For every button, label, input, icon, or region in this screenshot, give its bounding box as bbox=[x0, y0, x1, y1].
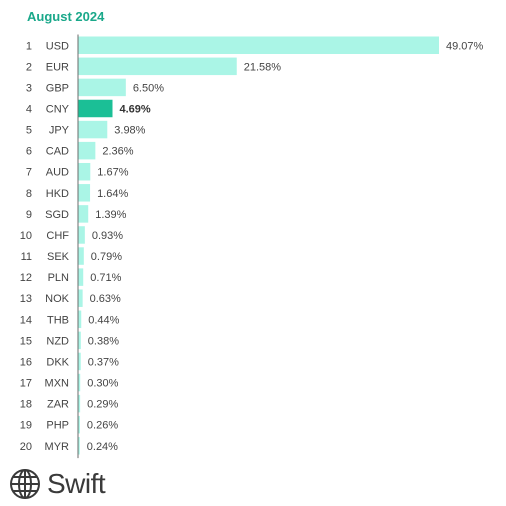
rank-label: 12 bbox=[20, 272, 32, 284]
logo-text: Swift bbox=[47, 468, 106, 499]
currency-label: AUD bbox=[46, 167, 69, 179]
currency-label: NZD bbox=[46, 335, 69, 347]
bar-pln bbox=[78, 268, 84, 286]
value-label: 0.63% bbox=[90, 293, 121, 305]
currency-label: GBP bbox=[46, 82, 69, 94]
bar-usd bbox=[78, 36, 439, 54]
bar-jpy bbox=[78, 120, 108, 139]
bar-cad bbox=[78, 141, 96, 160]
rank-label: 1 bbox=[26, 40, 32, 52]
value-label: 0.26% bbox=[87, 420, 118, 432]
bar-mxn bbox=[78, 373, 81, 392]
value-label: 0.93% bbox=[92, 230, 123, 242]
value-label: 49.07% bbox=[446, 40, 484, 52]
rank-label: 3 bbox=[26, 82, 32, 94]
currency-label: EUR bbox=[46, 61, 69, 73]
rank-label: 9 bbox=[26, 209, 32, 221]
bar-zar bbox=[78, 394, 81, 413]
value-label: 3.98% bbox=[114, 125, 145, 137]
value-label: 2.36% bbox=[102, 146, 133, 158]
rank-label: 20 bbox=[20, 441, 32, 453]
rank-label: 10 bbox=[20, 230, 32, 242]
rank-label: 18 bbox=[20, 399, 32, 411]
rank-label: 15 bbox=[20, 335, 32, 347]
bar-cny bbox=[78, 99, 113, 118]
bar-hkd bbox=[78, 184, 91, 202]
rank-label: 5 bbox=[26, 125, 32, 137]
bar-gbp bbox=[78, 78, 126, 97]
value-label: 21.58% bbox=[244, 61, 282, 73]
rank-label: 7 bbox=[26, 167, 32, 179]
rank-label: 16 bbox=[20, 356, 32, 368]
value-label: 0.37% bbox=[88, 356, 119, 368]
bar-aud bbox=[78, 162, 91, 181]
currency-label: SGD bbox=[45, 209, 69, 221]
value-label: 1.67% bbox=[97, 167, 128, 179]
currency-label: PHP bbox=[46, 420, 69, 432]
currency-label: ZAR bbox=[47, 399, 69, 411]
rank-label: 14 bbox=[20, 314, 32, 326]
rank-label: 13 bbox=[20, 293, 32, 305]
chart-title: August 2024 bbox=[27, 9, 105, 24]
currency-label: HKD bbox=[46, 188, 69, 200]
bar-nok bbox=[78, 289, 83, 307]
bar-dkk bbox=[78, 352, 81, 371]
bar-eur bbox=[78, 57, 237, 76]
value-label: 0.38% bbox=[88, 335, 119, 347]
currency-label: MYR bbox=[45, 441, 70, 453]
rank-label: 4 bbox=[26, 103, 32, 115]
rank-label: 19 bbox=[20, 420, 32, 432]
value-label: 1.39% bbox=[95, 209, 126, 221]
currency-label: NOK bbox=[45, 293, 70, 305]
bar-myr bbox=[78, 437, 80, 455]
currency-label: THB bbox=[47, 314, 69, 326]
value-label: 1.64% bbox=[97, 188, 128, 200]
bar-sgd bbox=[78, 205, 89, 223]
rank-label: 8 bbox=[26, 188, 32, 200]
currency-label: CNY bbox=[46, 103, 70, 115]
currency-label: USD bbox=[46, 40, 69, 52]
globe-icon bbox=[10, 469, 40, 499]
rank-label: 11 bbox=[21, 251, 32, 263]
value-label: 0.44% bbox=[88, 314, 119, 326]
value-label: 0.24% bbox=[87, 441, 118, 453]
swift-logo: Swift bbox=[9, 468, 106, 500]
currency-label: SEK bbox=[47, 251, 70, 263]
rank-label: 6 bbox=[26, 146, 32, 158]
value-label: 4.69% bbox=[120, 103, 151, 115]
bar-chf bbox=[78, 226, 85, 244]
rank-label: 2 bbox=[26, 61, 32, 73]
value-label: 0.71% bbox=[90, 272, 121, 284]
value-label: 6.50% bbox=[133, 82, 164, 94]
bar-php bbox=[78, 415, 80, 434]
currency-label: CAD bbox=[46, 146, 69, 158]
value-label: 0.29% bbox=[87, 399, 118, 411]
currency-label: MXN bbox=[45, 378, 70, 390]
bar-thb bbox=[78, 310, 82, 329]
currency-label: JPY bbox=[49, 125, 70, 137]
bar-sek bbox=[78, 247, 84, 265]
currency-label: PLN bbox=[48, 272, 69, 284]
bar-nzd bbox=[78, 331, 81, 350]
currency-label: CHF bbox=[46, 230, 69, 242]
value-label: 0.30% bbox=[87, 378, 118, 390]
rank-label: 17 bbox=[20, 378, 32, 390]
currency-label: DKK bbox=[46, 356, 69, 368]
value-label: 0.79% bbox=[91, 251, 122, 263]
bar-chart: 1 USD 49.07% 2 EUR 21.58% 3 GBP 6.50% 4 CNY 4.69% 5 J… bbox=[20, 34, 484, 459]
